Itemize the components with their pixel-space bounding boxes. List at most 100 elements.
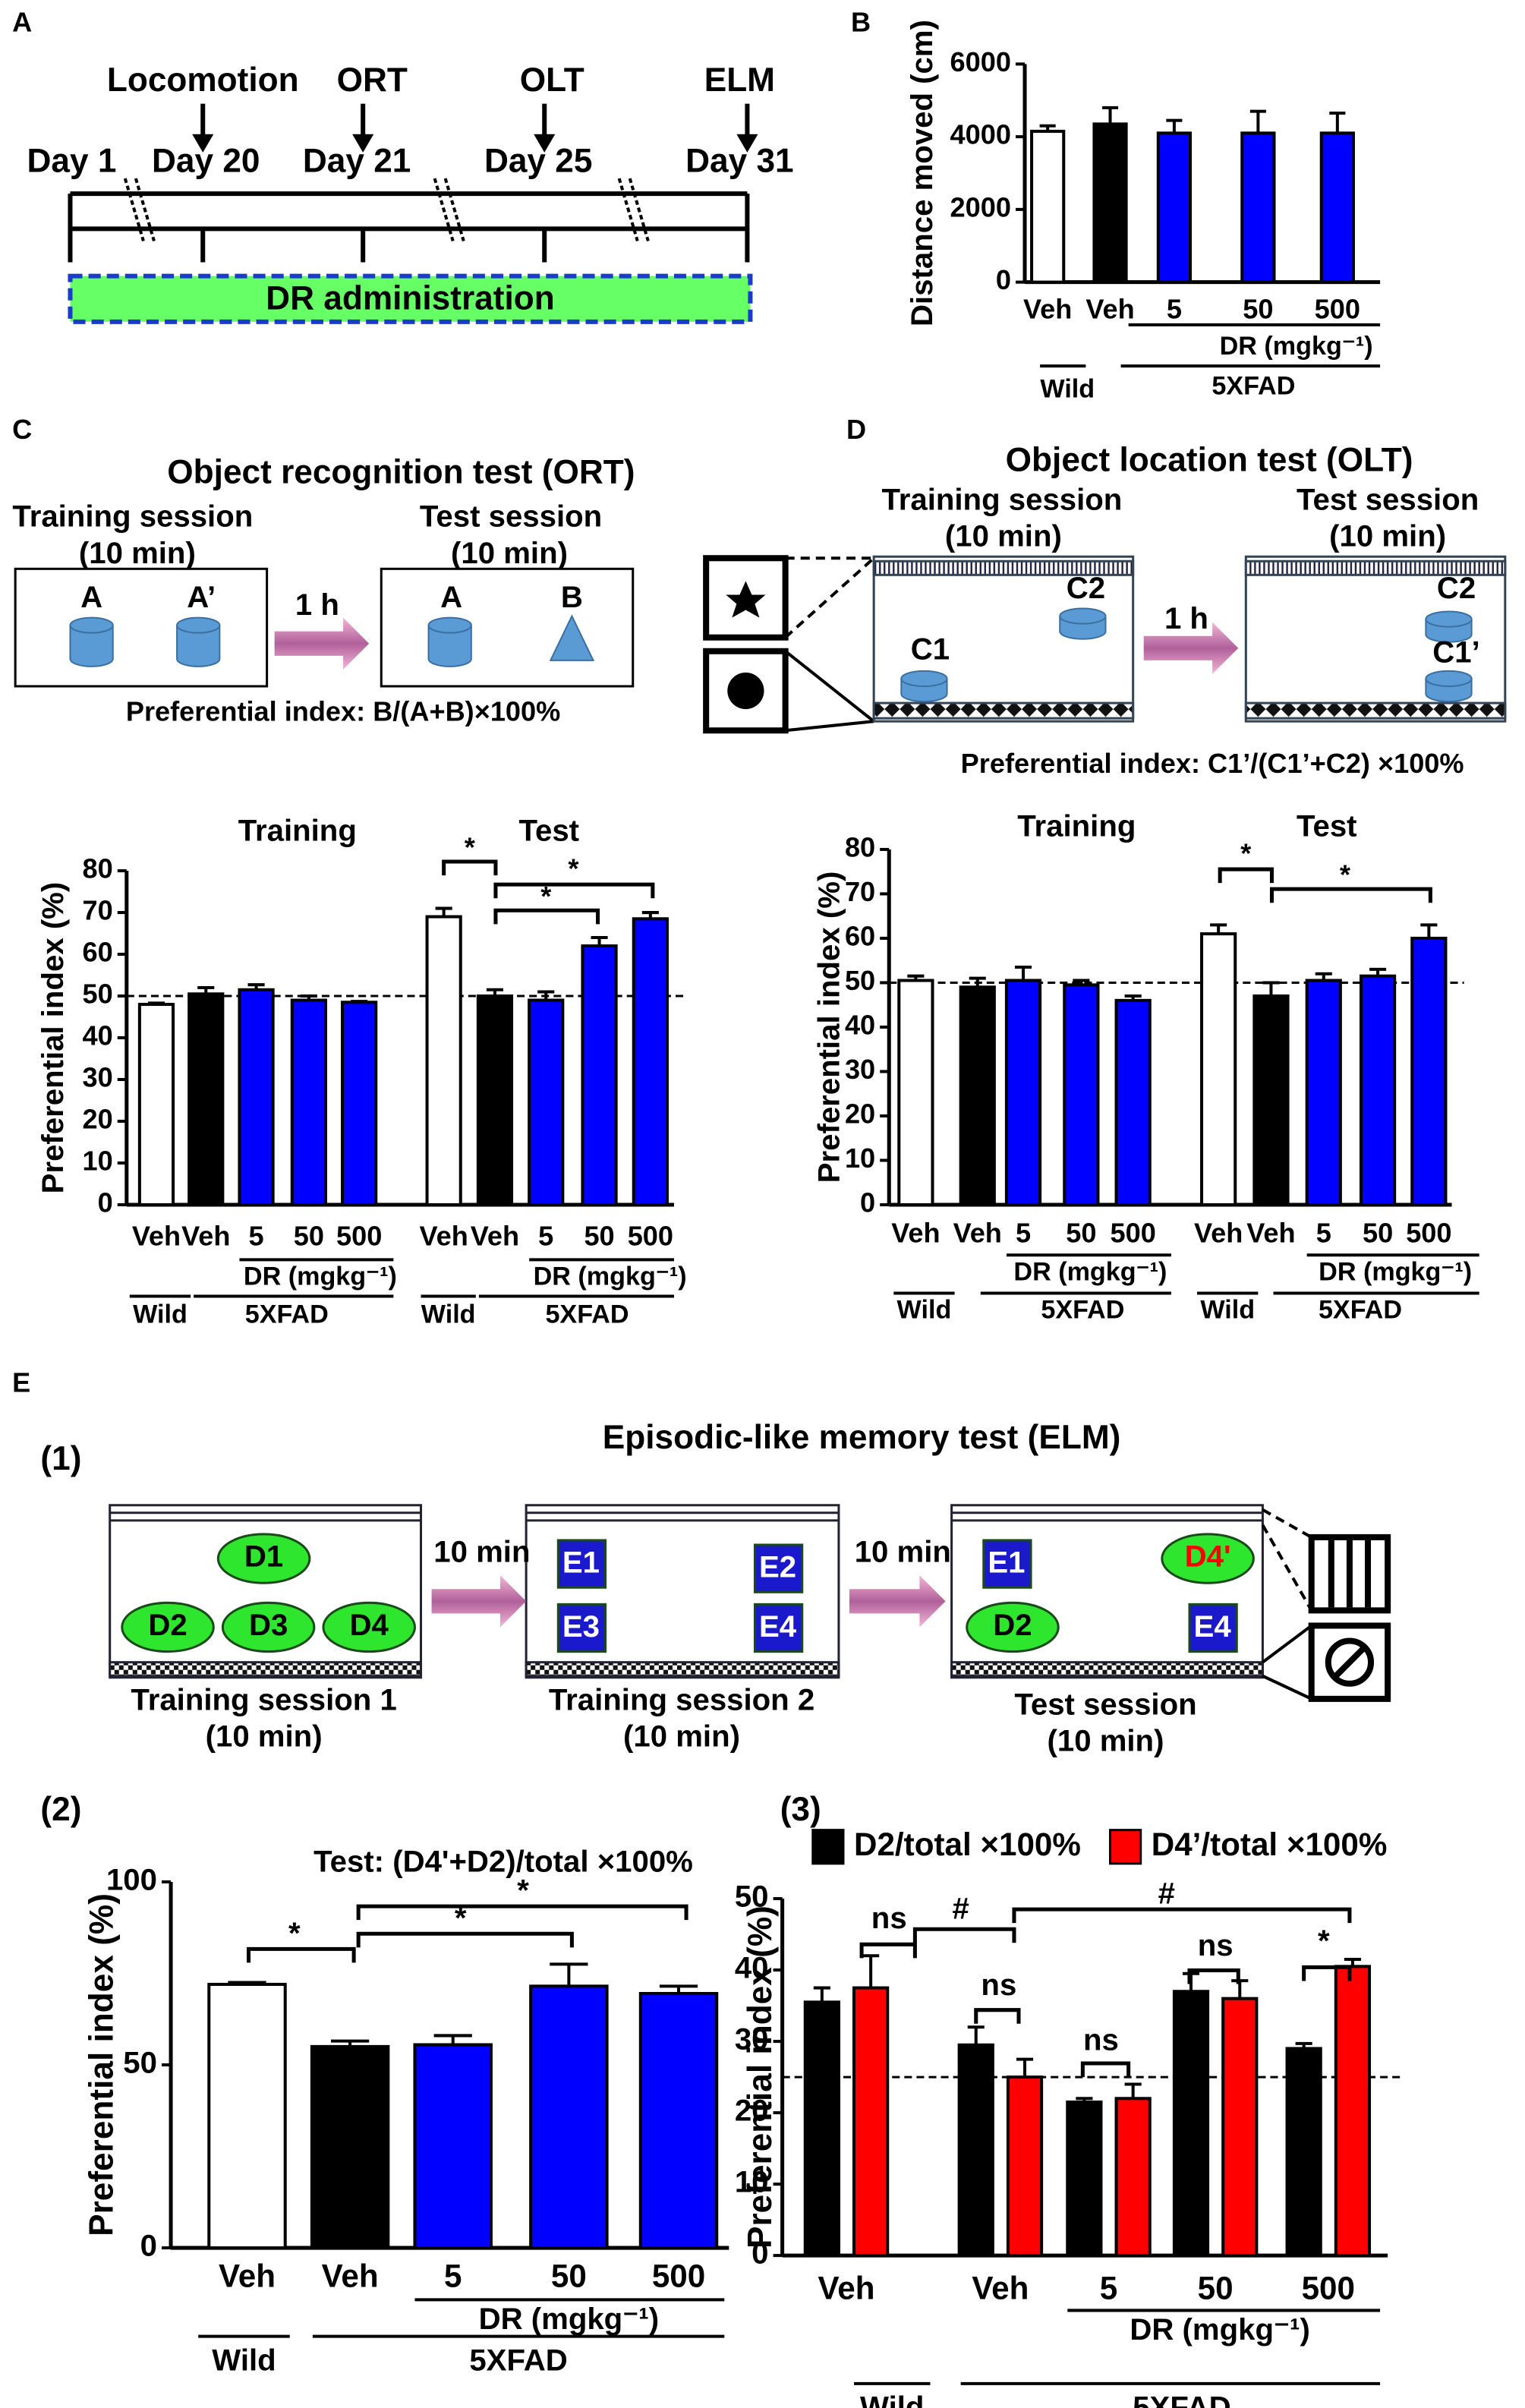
significance-bracket — [1012, 1907, 1352, 1924]
y-tick-label: 50 — [735, 1880, 769, 1914]
cue-icons — [703, 555, 875, 734]
object-label: D3 — [249, 1608, 288, 1642]
x-tick-label: 500 — [652, 2258, 705, 2293]
object-label: B — [561, 580, 583, 614]
panel-label: E — [12, 1367, 30, 1398]
object-label: D2 — [993, 1608, 1032, 1642]
significance-label: ns — [1083, 2022, 1119, 2057]
y-axis-label: Distance moved (cm) — [905, 20, 939, 326]
bar — [476, 994, 514, 1207]
arena — [109, 1504, 1264, 1679]
bar — [1114, 2097, 1152, 2258]
group-label: 5XFAD — [469, 2343, 567, 2377]
bar — [413, 2043, 493, 2250]
y-tick-label: 50 — [123, 2046, 157, 2080]
x-tick-label: Veh — [1023, 293, 1072, 324]
object-label: E4 — [759, 1609, 797, 1644]
x-tick-label: Veh — [891, 1218, 940, 1249]
diagram-title: Object recognition test (ORT) — [167, 453, 635, 490]
y-tick-label: 70 — [83, 895, 113, 926]
treatment-label: DR administration — [266, 279, 555, 317]
group-title: Test — [1297, 808, 1357, 843]
treatment-bar — [68, 273, 753, 324]
session-time: (10 min) — [1329, 519, 1446, 553]
cue-icons — [1261, 1508, 1391, 1702]
bar — [425, 915, 462, 1207]
bar — [638, 1991, 719, 2250]
y-tick-label: 80 — [845, 831, 875, 862]
subpanel-label: (1) — [40, 1440, 81, 1477]
formula: Preferential index: B/(A+B)×100% — [126, 696, 560, 727]
significance-bracket — [1218, 867, 1274, 884]
group-label: DR (mgkg⁻¹) — [534, 1262, 687, 1291]
bar — [1410, 936, 1448, 1207]
day-label: Day 20 — [152, 143, 260, 180]
chart-title: Test: (D4'+D2)/total ×100% — [314, 1844, 693, 1878]
group-label: Wild — [1200, 1296, 1255, 1325]
interval-label: 10 min — [433, 1535, 530, 1569]
timeline — [68, 103, 750, 263]
group-label: DR (mgkg⁻¹) — [1013, 1257, 1167, 1286]
bar — [852, 1986, 890, 2258]
object-label: D4' — [1185, 1540, 1231, 1574]
group-title: Training — [238, 813, 357, 847]
y-tick-label: 6000 — [950, 46, 1011, 77]
bar — [528, 998, 565, 1207]
objects — [121, 1533, 1255, 1653]
group-label: DR (mgkg⁻¹) — [479, 2302, 660, 2336]
object-label: D4 — [350, 1608, 389, 1642]
object-label: D2 — [148, 1608, 187, 1642]
significance-bracket — [912, 1927, 1016, 1943]
y-tick-label: 50 — [845, 965, 875, 996]
interval-arrow — [431, 1575, 527, 1628]
bar — [959, 985, 996, 1207]
x-tick-label: Veh — [1246, 1218, 1295, 1249]
x-tick-label: Veh — [1085, 293, 1134, 324]
y-tick-label: 0 — [98, 1187, 113, 1218]
session-label: Test session — [1297, 483, 1479, 517]
bar — [1030, 129, 1066, 284]
x-tick-label: 50 — [551, 2258, 587, 2293]
x-tick-label: Veh — [219, 2258, 276, 2293]
panel-label: A — [12, 7, 32, 38]
bar — [1240, 131, 1276, 284]
interval-arrow — [274, 617, 370, 670]
bar — [1114, 998, 1152, 1207]
objects — [69, 614, 595, 667]
significance-label: * — [1318, 1924, 1330, 1958]
y-tick-label: 70 — [845, 876, 875, 907]
objects — [900, 607, 1473, 703]
group-label: DR (mgkg⁻¹) — [244, 1262, 397, 1291]
x-tick-label: Veh — [132, 1221, 181, 1252]
y-axis-label: Preferential index (%) — [742, 1905, 779, 2249]
significance-label: * — [540, 881, 552, 912]
x-tick-label: Veh — [181, 1221, 230, 1252]
x-tick-label: 50 — [1363, 1218, 1393, 1249]
group-label: 5XFAD — [245, 1300, 329, 1329]
event-label: OLT — [520, 61, 584, 99]
object-label: A’ — [187, 580, 216, 614]
event-label: Locomotion — [107, 61, 299, 99]
significance-label: * — [517, 1874, 529, 1908]
group-label: Wild — [421, 1300, 476, 1329]
bar — [290, 998, 327, 1207]
legend-swatch — [1109, 1829, 1142, 1865]
y-tick-label: 40 — [845, 1010, 875, 1041]
y-tick-label: 60 — [83, 937, 113, 968]
day-label: Day 31 — [685, 143, 794, 180]
significance-label: * — [568, 853, 579, 884]
significance-label: ns — [1198, 1928, 1234, 1962]
significance-label: # — [952, 1892, 969, 1926]
y-tick-label: 30 — [735, 2022, 769, 2057]
significance-label: * — [1340, 859, 1351, 890]
diagram-title: Episodic-like memory test (ELM) — [603, 1419, 1121, 1456]
x-tick-label: Veh — [972, 2270, 1029, 2306]
x-tick-label: Veh — [953, 1218, 1002, 1249]
interval-label: 1 h — [1164, 601, 1208, 635]
x-tick-label: 50 — [1243, 293, 1273, 324]
x-tick-label: 500 — [1406, 1218, 1451, 1249]
x-tick-label: 500 — [336, 1221, 382, 1252]
x-tick-label: 5 — [249, 1221, 264, 1252]
significance-bracket — [356, 1904, 688, 1921]
